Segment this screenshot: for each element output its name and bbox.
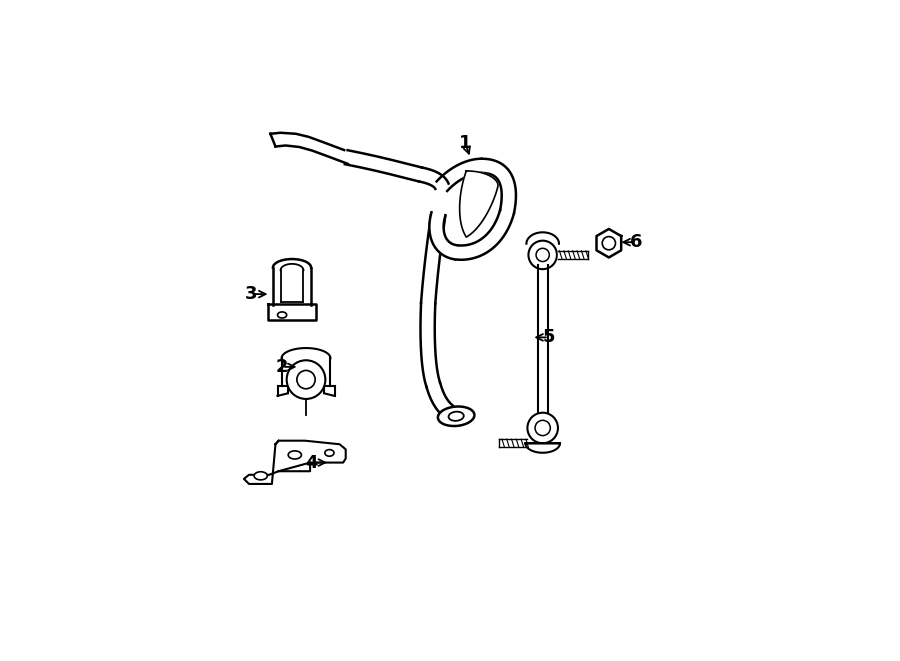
- Circle shape: [528, 241, 557, 269]
- Ellipse shape: [438, 407, 474, 426]
- Circle shape: [287, 360, 326, 399]
- Polygon shape: [427, 383, 453, 417]
- Polygon shape: [429, 212, 457, 259]
- Ellipse shape: [448, 412, 464, 421]
- Text: 3: 3: [246, 285, 257, 303]
- Text: 4: 4: [305, 453, 318, 471]
- Polygon shape: [436, 159, 482, 191]
- Polygon shape: [345, 150, 422, 181]
- Circle shape: [536, 420, 550, 436]
- Polygon shape: [270, 133, 347, 164]
- Circle shape: [536, 249, 549, 262]
- Ellipse shape: [254, 472, 267, 480]
- Ellipse shape: [325, 449, 334, 456]
- Circle shape: [297, 370, 315, 389]
- Ellipse shape: [288, 451, 302, 459]
- Polygon shape: [455, 210, 514, 260]
- Polygon shape: [244, 441, 346, 484]
- Circle shape: [527, 412, 558, 444]
- Polygon shape: [420, 303, 440, 387]
- Polygon shape: [558, 251, 589, 259]
- Text: 5: 5: [543, 329, 555, 346]
- Text: 1: 1: [459, 134, 472, 152]
- Polygon shape: [500, 439, 527, 447]
- Polygon shape: [597, 229, 621, 258]
- Polygon shape: [460, 171, 498, 237]
- Polygon shape: [482, 159, 516, 213]
- Polygon shape: [526, 232, 559, 244]
- Circle shape: [602, 237, 616, 250]
- Text: 6: 6: [630, 233, 642, 251]
- Polygon shape: [268, 304, 316, 320]
- Ellipse shape: [277, 312, 287, 318]
- Polygon shape: [537, 265, 548, 418]
- Polygon shape: [421, 214, 446, 304]
- Text: 2: 2: [275, 358, 288, 376]
- Polygon shape: [526, 444, 560, 453]
- Polygon shape: [419, 167, 448, 189]
